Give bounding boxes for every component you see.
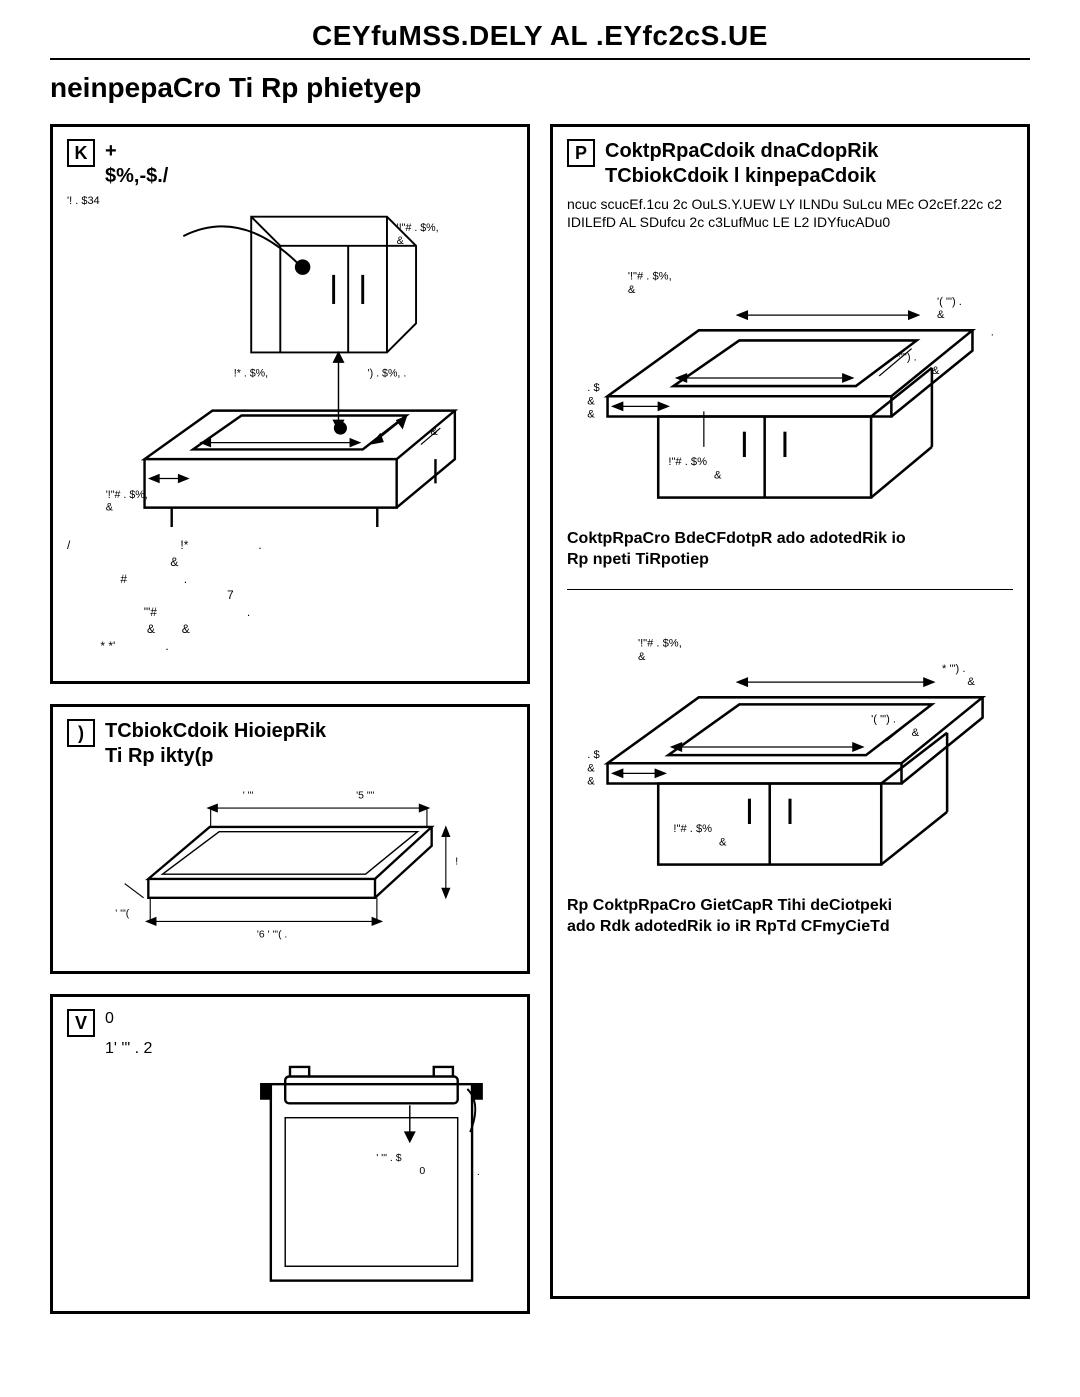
panel-v-letter: V <box>67 1009 95 1037</box>
svg-text:&: & <box>937 310 945 322</box>
panel-j: ) TCbiokCdoik HioiepRik Ti Rp ikty(p <box>50 704 530 974</box>
panel-k-title2: $%,-$./ <box>105 164 168 189</box>
svg-text:&: & <box>397 235 404 247</box>
svg-text:&: & <box>967 676 975 688</box>
page-subtitle: neinpepaCro Ti Rp phietyep <box>50 72 1030 104</box>
panel-k-footnote: / !* . & # . 7 <box>67 537 513 655</box>
panel-p-fig2: '!"# . $%, & * '") . & '( '") . & . $ & … <box>567 608 1013 888</box>
left-column: K + $%,-$./ '! . $34 <box>50 124 530 1314</box>
panel-p-divider <box>567 589 1013 590</box>
p1-tl: '!"# . $%, <box>628 271 672 283</box>
svg-text:.: . <box>991 327 994 339</box>
svg-text:&: & <box>628 284 636 296</box>
panel-p-caption2: Rp CoktpRpaCro GietCapR Tihi deCiotpeki … <box>567 896 1013 938</box>
p2-mid: '( '") . <box>871 714 896 726</box>
svg-text:&: & <box>587 396 595 408</box>
svg-text:&: & <box>431 426 438 438</box>
p2-tl: '!"# . $%, <box>638 638 682 650</box>
main-columns: K + $%,-$./ '! . $34 <box>50 124 1030 1314</box>
j-label-bl: ' '"( <box>115 909 130 920</box>
page-header: CEYfuMSS.DELY AL .EYfc2cS.UE <box>50 20 1030 60</box>
svg-text:&: & <box>932 365 940 377</box>
p1-tr: '( '") . <box>937 296 962 308</box>
panel-j-title: TCbiokCdoik HioiepRik Ti Rp ikty(p <box>105 719 326 769</box>
svg-text:&: & <box>912 727 920 739</box>
p1-mid: *'") . <box>896 352 916 364</box>
v-label-dot: . <box>477 1166 480 1178</box>
panel-v: V 0 1' '" . 2 <box>50 994 530 1314</box>
j-label-bottom: '6 ' '"( . <box>257 929 287 940</box>
p1-left: . $ <box>587 383 600 395</box>
panel-p-body: ncuc scucEf.1cu 2c OuLS.Y.UEW LY ILNDu S… <box>567 195 1013 231</box>
panel-k-title1: + <box>105 139 168 164</box>
svg-text:&: & <box>714 470 722 482</box>
panel-k-topnote: '! . $34 <box>67 195 513 207</box>
p2-bottom: !"# . $% <box>673 823 712 835</box>
j-label-top: ' '" <box>243 791 254 802</box>
k-label-a: '!"# . $%, <box>397 222 439 234</box>
panel-k-diagram: '!"# . $%, & !* . $%, ') . $%, . & '!"# … <box>67 207 513 527</box>
panel-v-diagram: ' '" . $ 0 . <box>67 1065 513 1295</box>
j-label-right: '5 '"' <box>356 791 374 802</box>
v-label-inside: ' '" . $ <box>376 1152 401 1164</box>
p1-bottom: !"# . $% <box>668 457 707 469</box>
panel-k-letter: K <box>67 139 95 167</box>
panel-p-fig1: '!"# . $%, & '( '") . & *'") . & . $ & &… <box>567 241 1013 521</box>
panel-p-title: CoktpRpaCdoik dnaCdopRik TCbiokCdoik l k… <box>605 139 878 189</box>
panel-k: K + $%,-$./ '! . $34 <box>50 124 530 684</box>
svg-text:&: & <box>587 775 595 787</box>
svg-text:&: & <box>106 502 113 514</box>
svg-text:0: 0 <box>419 1165 425 1177</box>
svg-text:&: & <box>638 651 646 663</box>
p2-tr: * '") . <box>942 663 965 675</box>
svg-text:&: & <box>587 762 595 774</box>
panel-p-caption1: CoktpRpaCro BdeCFdotpR ado adotedRik io … <box>567 529 1013 571</box>
k-label-b: !* . $%, <box>234 368 268 380</box>
k-label-e: '!"# . $%, <box>106 489 148 501</box>
panel-p: P CoktpRpaCdoik dnaCdopRik TCbiokCdoik l… <box>550 124 1030 1299</box>
panel-v-t2: 1' '" . 2 <box>105 1039 152 1059</box>
p2-left: . $ <box>587 749 600 761</box>
svg-text:&: & <box>587 409 595 421</box>
panel-p-letter: P <box>567 139 595 167</box>
panel-j-diagram: ' '" '5 '"' ! ' '"( '6 ' '"( . <box>67 775 513 945</box>
k-label-c: ') . $%, . <box>368 368 407 380</box>
panel-j-letter: ) <box>67 719 95 747</box>
right-column: P CoktpRpaCdoik dnaCdopRik TCbiokCdoik l… <box>550 124 1030 1314</box>
j-label-depth: ! <box>455 857 458 868</box>
svg-text:&: & <box>719 836 727 848</box>
panel-v-t1: 0 <box>105 1009 152 1029</box>
